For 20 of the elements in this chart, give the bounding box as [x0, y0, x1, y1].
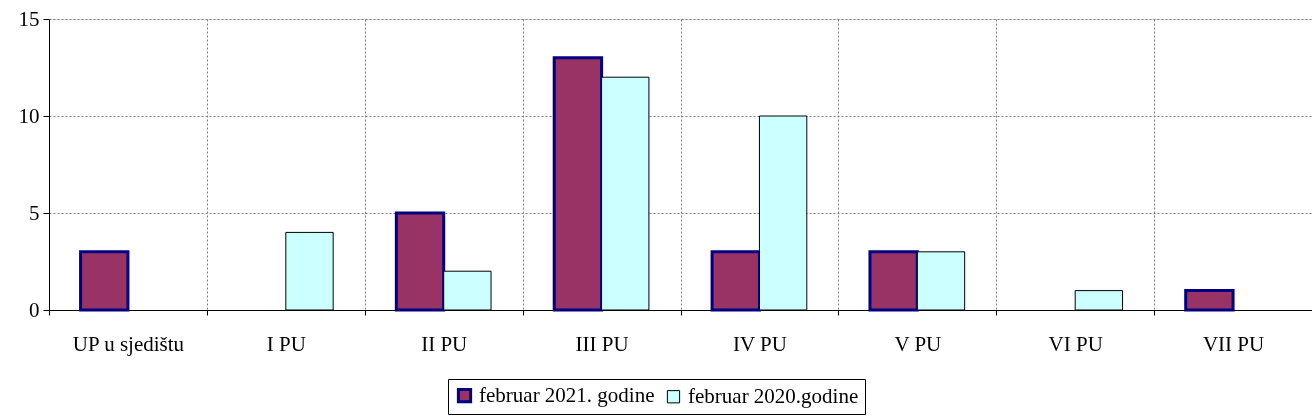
x-tick-label: I PU [266, 331, 306, 356]
x-tick-label: IV PU [733, 331, 787, 356]
legend-label: februar 2021. godine [479, 382, 655, 407]
bar [1184, 289, 1235, 312]
y-tick-label: 10 [18, 103, 40, 128]
bar [394, 211, 446, 312]
bar [710, 250, 761, 312]
y-tick-label: 0 [29, 297, 40, 322]
x-tick-label: II PU [421, 331, 468, 356]
bar [868, 250, 919, 312]
x-tick-label: UP u sjedištu [72, 331, 185, 356]
x-tick-label: VI PU [1048, 331, 1103, 356]
x-tick-label: V PU [894, 331, 942, 356]
y-tick-label: 5 [29, 200, 40, 225]
x-tick-label: III PU [575, 331, 629, 356]
x-tick-label: VII PU [1202, 331, 1265, 356]
legend-label: februar 2020.godine [688, 383, 859, 408]
bar [552, 56, 604, 312]
y-tick-label: 15 [18, 6, 40, 31]
bar [79, 250, 130, 312]
